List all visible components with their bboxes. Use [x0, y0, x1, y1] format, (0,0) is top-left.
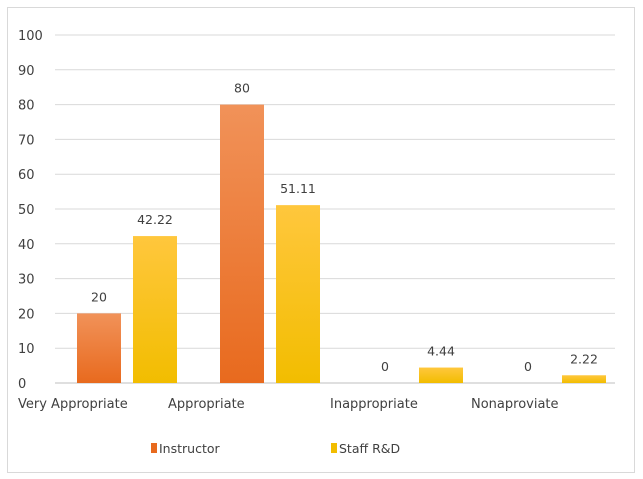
chart-frame [7, 7, 635, 473]
data-label: 0 [524, 359, 532, 374]
data-labels: 20 42.22 80 51.11 0 4.44 0 2.22 [91, 81, 598, 374]
y-tick-label: 50 [18, 203, 35, 218]
legend-label: Staff R&D [339, 441, 400, 456]
data-label: 80 [234, 81, 250, 96]
bar-staff-rnd [419, 367, 463, 383]
x-category-label: Inappropriate [330, 397, 418, 412]
y-tick-label: 100 [18, 29, 43, 44]
y-tick-label: 20 [18, 307, 35, 322]
bar-instructor [220, 104, 264, 383]
bar-staff-rnd [276, 205, 320, 383]
y-tick-label: 30 [18, 273, 35, 288]
y-tick-label: 80 [18, 99, 35, 114]
bar-staff-rnd [133, 236, 177, 383]
y-axis: 0 10 20 30 40 50 60 70 80 90 100 [18, 29, 43, 392]
legend-swatch [151, 443, 157, 453]
data-label: 2.22 [570, 351, 598, 366]
y-tick-label: 40 [18, 238, 35, 253]
x-category-label: Appropriate [168, 397, 245, 412]
data-label: 0 [381, 359, 389, 374]
bar-instructor [77, 313, 121, 383]
bars [77, 104, 606, 383]
y-tick-label: 10 [18, 342, 35, 357]
x-category-label: Very Appropriate [18, 397, 128, 412]
y-tick-label: 70 [18, 133, 35, 148]
y-tick-label: 60 [18, 168, 35, 183]
bar-staff-rnd [562, 375, 606, 383]
legend-label: Instructor [159, 441, 221, 456]
y-tick-label: 90 [18, 64, 35, 79]
data-label: 51.11 [280, 181, 316, 196]
x-axis: Very Appropriate Appropriate Inappropriate… [18, 397, 559, 412]
legend: Instructor Staff R&D [151, 441, 400, 456]
data-label: 4.44 [427, 344, 455, 359]
legend-swatch [331, 443, 337, 453]
data-label: 20 [91, 289, 107, 304]
data-label: 42.22 [137, 212, 173, 227]
x-category-label: Nonaproviate [471, 397, 559, 412]
y-tick-label: 0 [18, 377, 26, 392]
